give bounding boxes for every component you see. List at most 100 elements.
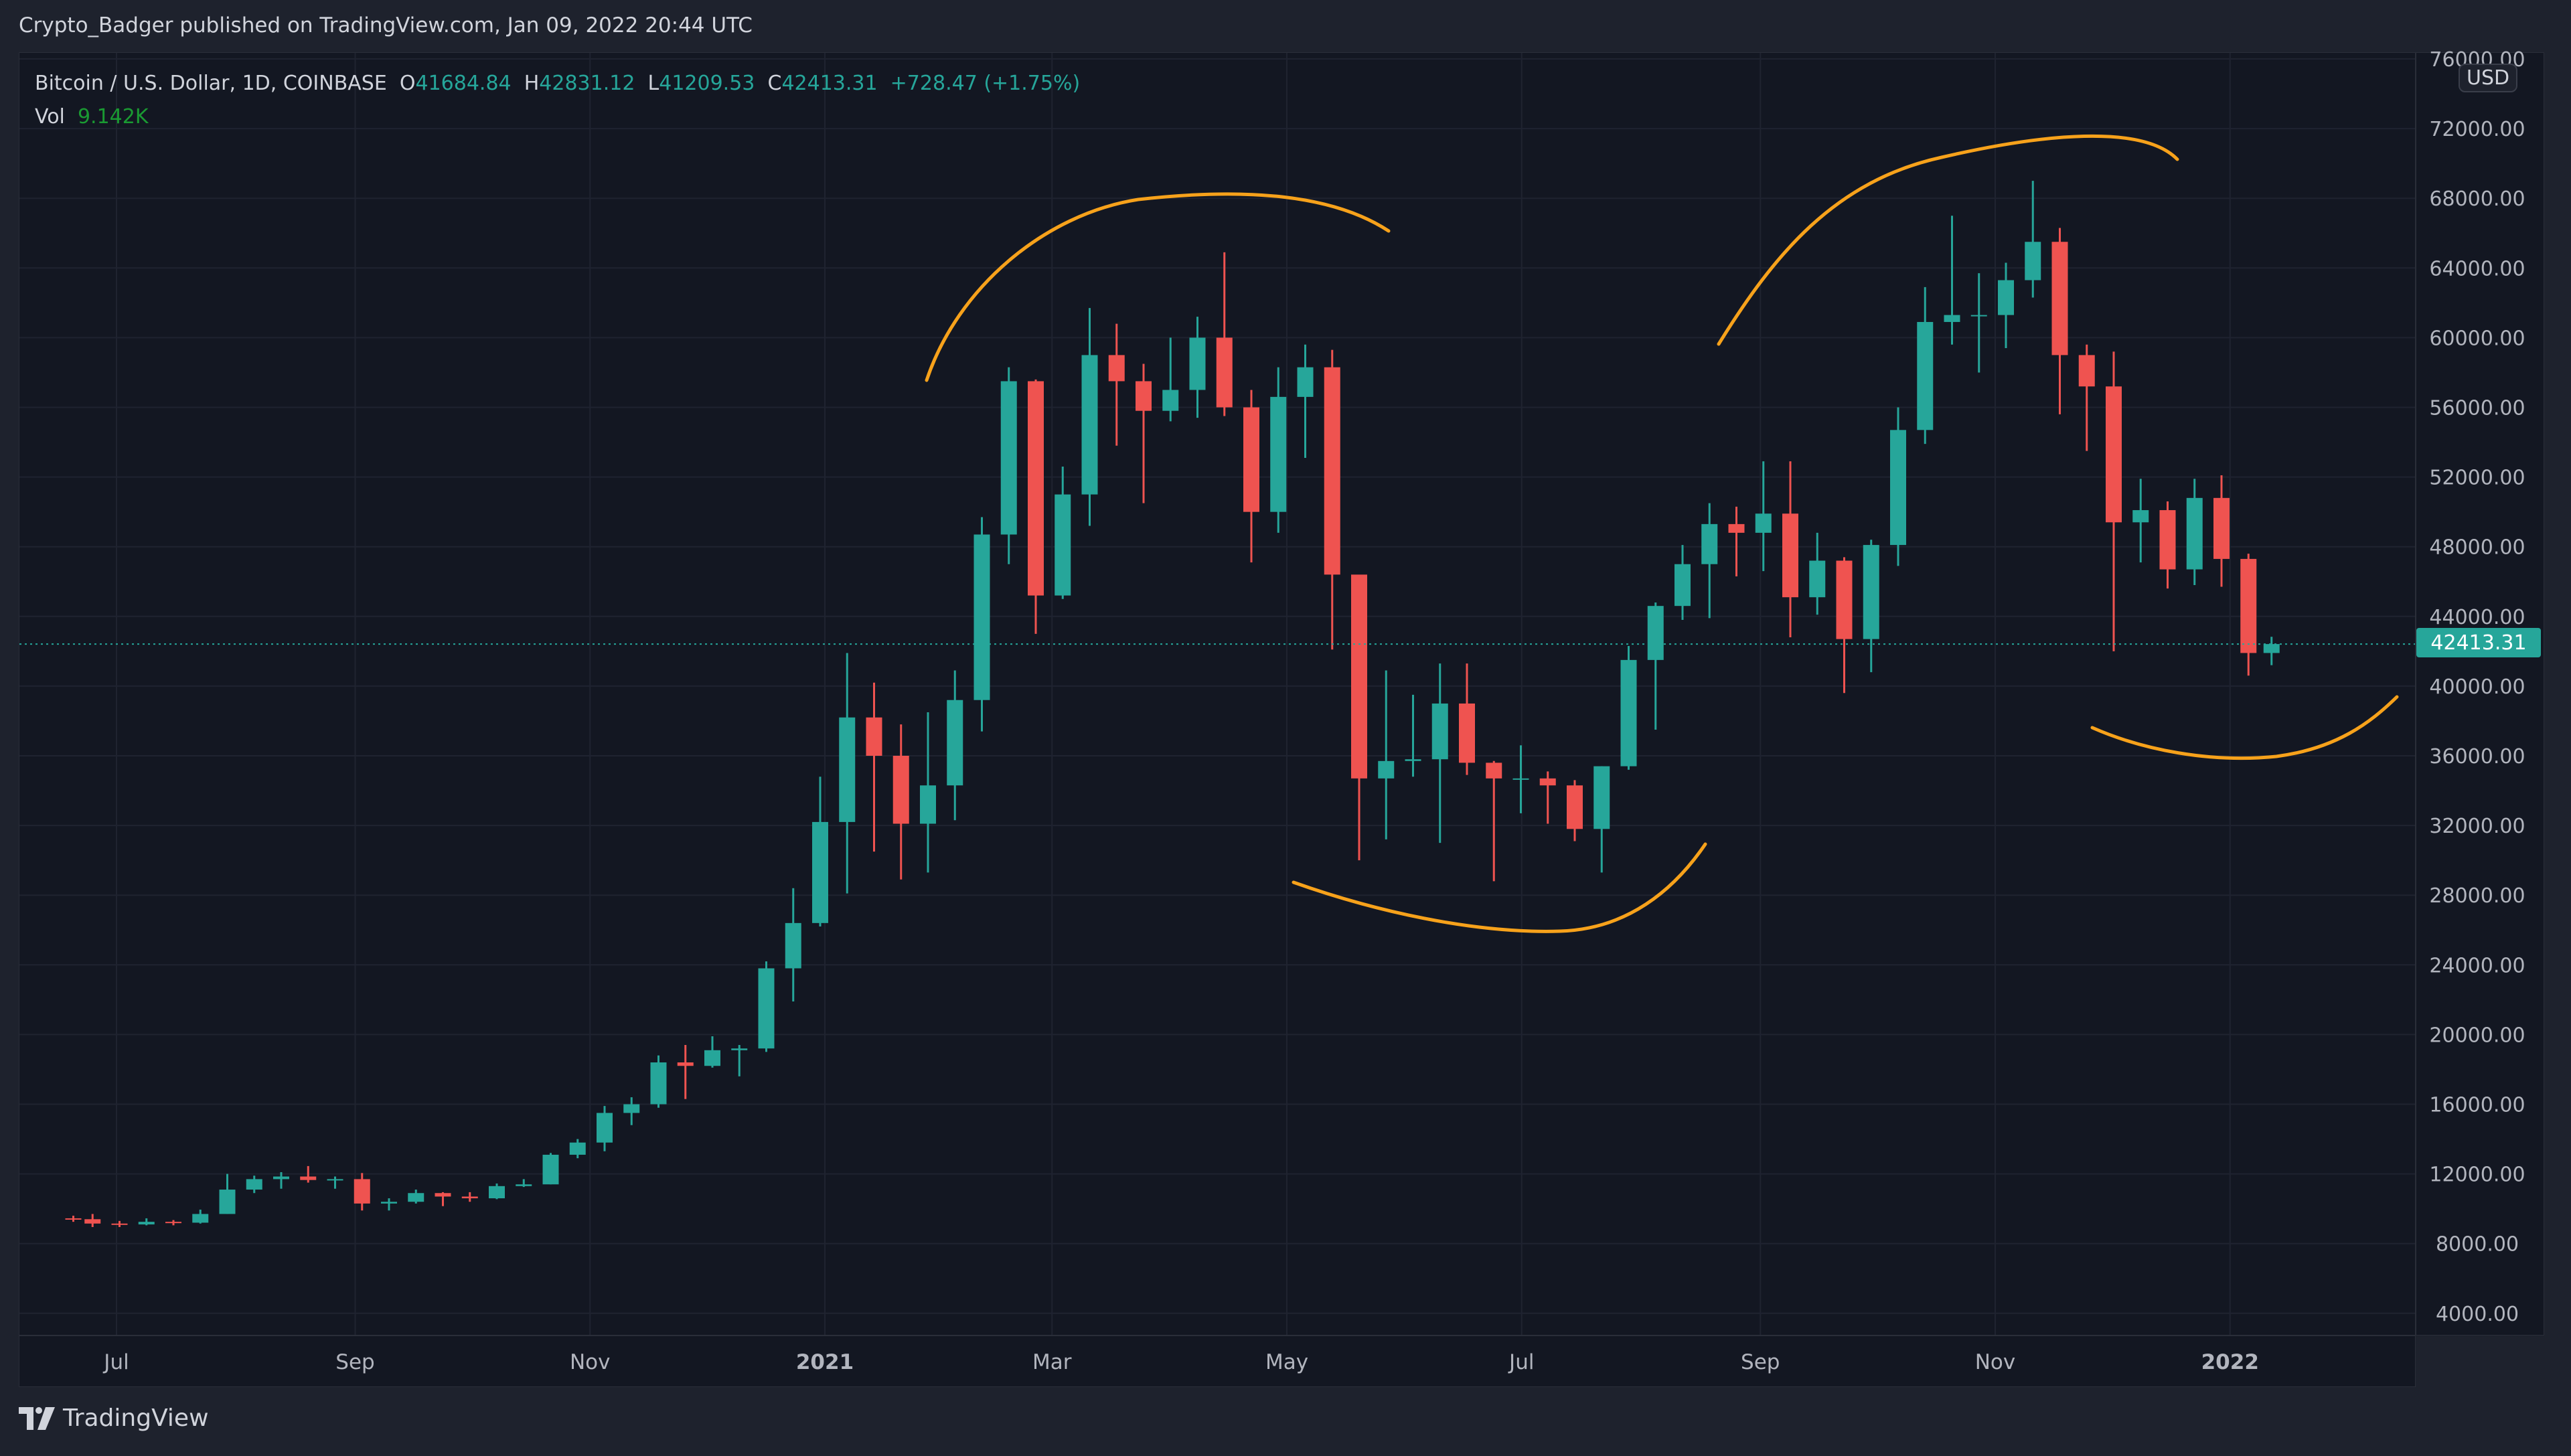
tradingview-logo[interactable]: TradingView	[19, 1404, 209, 1432]
candle-body	[327, 1179, 343, 1181]
candle-body	[1809, 560, 1826, 598]
candle-body	[1890, 430, 1906, 546]
candle	[408, 1190, 424, 1204]
price-tick-label: 16000.00	[2429, 1094, 2525, 1117]
price-axis[interactable]	[2416, 52, 2544, 1336]
time-axis[interactable]	[19, 1336, 2416, 1387]
price-tick-label: 48000.00	[2429, 536, 2525, 560]
volume-label[interactable]: Vol	[35, 105, 65, 129]
candle-body	[569, 1142, 586, 1155]
candle-body	[1108, 355, 1125, 382]
candle-body	[1863, 545, 1879, 639]
candle-body	[1459, 703, 1475, 763]
price-tick-label: 44000.00	[2429, 606, 2525, 629]
candle	[2132, 479, 2149, 563]
price-tick-label: 56000.00	[2429, 397, 2525, 420]
candle-body	[435, 1193, 451, 1197]
candle	[273, 1171, 289, 1189]
publish-header: Crypto_Badger published on TradingView.c…	[19, 13, 753, 37]
candle-body	[677, 1062, 694, 1066]
candle-body	[785, 922, 801, 969]
candle-body	[408, 1193, 424, 1202]
candle	[2051, 228, 2068, 414]
candle	[219, 1174, 236, 1214]
candle	[2213, 475, 2230, 587]
candle-body	[273, 1176, 289, 1180]
candle-body	[2132, 510, 2149, 523]
candle-body	[300, 1176, 317, 1180]
open-label: O	[399, 72, 416, 95]
candle-body	[165, 1222, 181, 1224]
time-tick-label: Nov	[1975, 1350, 2016, 1374]
candle	[1324, 349, 1340, 650]
chart-pane[interactable]	[19, 52, 2416, 1336]
candle-body	[1701, 523, 1718, 564]
candle-body	[704, 1050, 720, 1066]
time-tick-label: 2021	[796, 1350, 854, 1374]
candle	[65, 1216, 82, 1222]
candle-body	[1297, 367, 1314, 397]
candle	[892, 724, 909, 880]
candle-body	[2051, 242, 2068, 355]
candles	[65, 181, 2280, 1227]
candle-body	[1836, 560, 1853, 639]
candle-body	[623, 1104, 640, 1113]
candle-body	[246, 1179, 262, 1190]
candle	[327, 1176, 343, 1189]
high-label: H	[524, 72, 540, 95]
annotation-arc-top-1	[925, 192, 1391, 382]
candle-body	[1216, 337, 1233, 408]
candle-body	[1647, 606, 1664, 660]
candle	[758, 961, 775, 1052]
candle	[489, 1183, 505, 1200]
low-value: 41209.53	[659, 72, 755, 95]
price-tick-labels: 4000.00 8000.00 12000.00 16000.00 20000.00 24…	[2429, 48, 2525, 1326]
candle-body	[2078, 355, 2095, 387]
price-tick-label: 20000.00	[2429, 1024, 2525, 1047]
candle-body	[84, 1219, 101, 1224]
candle-body	[1162, 390, 1179, 411]
candle-body	[2186, 497, 2203, 570]
candle	[1809, 532, 1826, 615]
currency-badge[interactable]: USD	[2459, 64, 2518, 92]
candle	[246, 1176, 262, 1194]
last-price-label-box: 42413.31	[2416, 628, 2541, 657]
candle	[1970, 273, 1987, 373]
candle	[1055, 466, 1071, 599]
candle	[1028, 379, 1044, 634]
candle-body	[973, 534, 990, 700]
candle	[1944, 216, 1960, 345]
candle-body	[2025, 242, 2041, 280]
candle-body	[381, 1202, 397, 1204]
candle-body	[219, 1190, 236, 1214]
candle	[542, 1153, 559, 1185]
candle-body	[1755, 513, 1772, 533]
candle	[973, 517, 990, 732]
candle	[1000, 367, 1017, 564]
time-tick-label: Mar	[1032, 1350, 1072, 1374]
candle	[381, 1198, 397, 1211]
candle-body	[2159, 510, 2176, 570]
price-tick-label: 32000.00	[2429, 815, 2525, 838]
time-tick-label: Nov	[570, 1350, 611, 1374]
candle-body	[1081, 355, 1098, 495]
candle-body	[1512, 778, 1529, 780]
candle-body	[516, 1184, 532, 1186]
tradingview-logo-icon	[19, 1406, 55, 1430]
candle	[1216, 252, 1233, 416]
symbol-name[interactable]: Bitcoin / U.S. Dollar, 1D, COINBASE	[35, 72, 387, 95]
candle	[1728, 506, 1745, 576]
candle-body	[1944, 315, 1960, 322]
candle	[1917, 287, 1934, 444]
candle	[1539, 771, 1556, 824]
candle-body	[1189, 337, 1206, 390]
close-value: 42413.31	[781, 72, 878, 95]
candle	[1782, 461, 1798, 638]
candle	[1351, 574, 1367, 861]
close-label: C	[767, 72, 782, 95]
candle	[650, 1055, 667, 1108]
price-tick-label: 8000.00	[2436, 1233, 2519, 1257]
candle-body	[1378, 760, 1395, 779]
time-tick-label: Jul	[102, 1350, 129, 1374]
